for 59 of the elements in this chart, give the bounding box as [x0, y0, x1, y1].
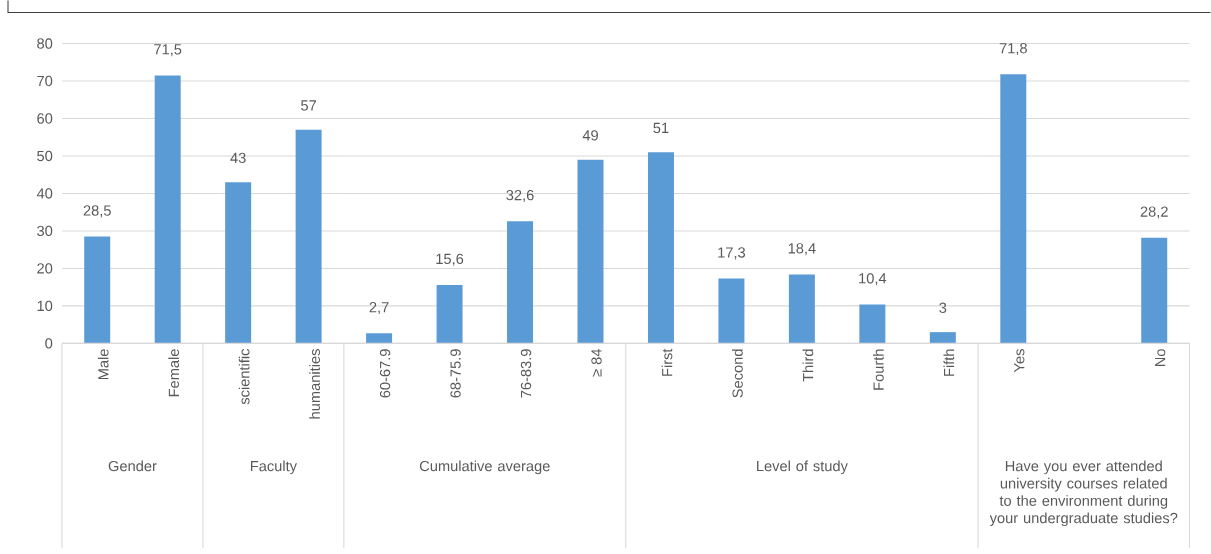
x-tick-label: Fifth	[943, 349, 955, 376]
x-tick-label: 68-75.9	[450, 349, 461, 398]
data-label: 17,3	[718, 247, 746, 260]
x-tick-label: humanities	[309, 348, 320, 419]
x-tick-label: Female	[168, 349, 180, 397]
text: Have you ever attended university courses related to the environment during your undergraduate studies?	[989, 460, 1178, 526]
y-tick-label: 70	[37, 75, 53, 87]
data-label: 57	[301, 100, 317, 111]
x-tick-label: 76-83.9	[520, 349, 532, 398]
data-label: 15,6	[436, 253, 464, 266]
data-label: 10,4	[859, 273, 887, 286]
x-tick-label: Male	[97, 349, 109, 379]
x-tick-label: Yes	[1014, 348, 1025, 372]
bar	[154, 75, 181, 344]
bar	[929, 331, 956, 344]
bar	[1000, 74, 1027, 344]
text: Faculty	[250, 460, 297, 474]
text: Cumulative average	[419, 460, 550, 474]
y-tick-label: 50	[37, 150, 53, 162]
y-tick-label: 60	[37, 113, 53, 124]
data-label: 28,5	[83, 205, 111, 218]
data-label: 28,2	[1140, 206, 1168, 219]
bar	[718, 278, 745, 344]
bar	[225, 182, 252, 344]
y-tick-label: 0	[45, 338, 53, 349]
bar	[84, 236, 111, 344]
bar	[788, 274, 815, 344]
x-tick-label: ≥ 84	[591, 348, 602, 377]
bar	[507, 221, 534, 344]
y-tick-label: 20	[37, 263, 53, 274]
data-label: 3	[939, 302, 947, 313]
bar	[647, 152, 674, 344]
x-tick-label: Third	[802, 349, 814, 382]
bar	[1141, 237, 1168, 344]
y-tick-label: 40	[36, 188, 53, 199]
x-tick-label: First	[661, 348, 673, 376]
y-tick-label: 30	[37, 225, 53, 236]
text: Gender	[108, 460, 157, 472]
bar	[295, 129, 322, 344]
data-label: 49	[582, 130, 598, 141]
y-tick-label: 10	[37, 300, 53, 311]
data-label: 2,7	[369, 301, 389, 314]
y-tick-label: 80	[37, 38, 53, 49]
x-tick-label: scientific	[238, 348, 250, 405]
x-tick-label: No	[1155, 349, 1166, 366]
bar	[436, 284, 463, 344]
data-label: 43	[230, 152, 246, 163]
data-label: 71,5	[154, 44, 182, 57]
text: Level of study	[757, 460, 848, 474]
data-label: 71,8	[999, 42, 1027, 55]
data-label: 51	[653, 122, 669, 133]
x-tick-label: Fourth	[872, 349, 884, 390]
bar	[859, 304, 886, 344]
data-label: 32,6	[506, 189, 534, 202]
x-tick-label: Second	[732, 349, 743, 398]
bar	[366, 333, 393, 344]
data-label: 18,4	[788, 243, 816, 256]
bar	[577, 159, 604, 344]
x-tick-label: 60-67.9	[379, 349, 391, 398]
